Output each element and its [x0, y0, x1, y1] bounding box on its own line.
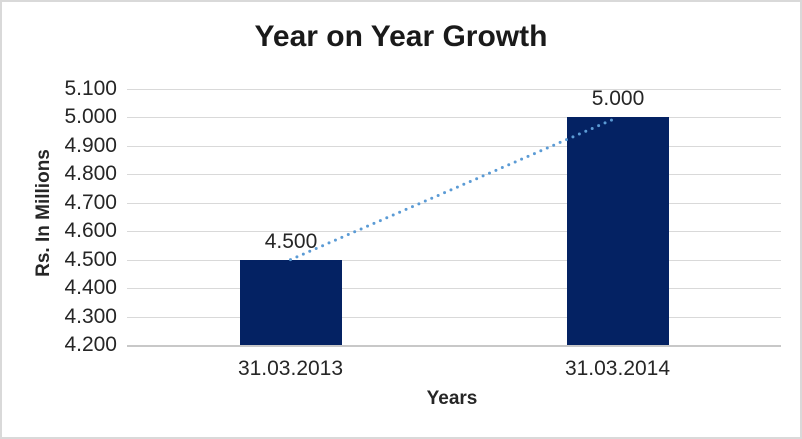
category-label: 31.03.2013 — [237, 357, 344, 380]
gridline — [127, 260, 781, 261]
category-label: 31.03.2014 — [564, 357, 671, 380]
y-tick-label: 5.100 — [64, 77, 117, 100]
y-tick-label: 4.500 — [64, 248, 117, 271]
gridline — [127, 231, 781, 232]
gridline — [127, 317, 781, 318]
gridline — [127, 89, 781, 90]
data-label: 5.000 — [591, 87, 645, 110]
data-label: 4.500 — [264, 230, 318, 253]
x-axis-line — [127, 345, 781, 347]
y-tick-label: 4.600 — [64, 219, 117, 242]
gridline — [127, 117, 781, 118]
gridline — [127, 174, 781, 175]
x-axis-title: Years — [426, 388, 478, 409]
y-tick-label: 4.900 — [64, 134, 117, 157]
y-tick-label: 4.400 — [64, 276, 117, 299]
gridline — [127, 288, 781, 289]
gridline — [127, 146, 781, 147]
chart-title: Year on Year Growth — [254, 20, 548, 53]
bar-31.03.2014 — [567, 117, 669, 345]
y-tick-label: 5.000 — [64, 105, 117, 128]
bar-31.03.2013 — [240, 260, 342, 345]
y-tick-label: 4.300 — [64, 305, 117, 328]
y-tick-label: 4.800 — [64, 162, 117, 185]
y-tick-label: 4.200 — [64, 333, 117, 356]
gridline — [127, 203, 781, 204]
y-tick-label: 4.700 — [64, 191, 117, 214]
